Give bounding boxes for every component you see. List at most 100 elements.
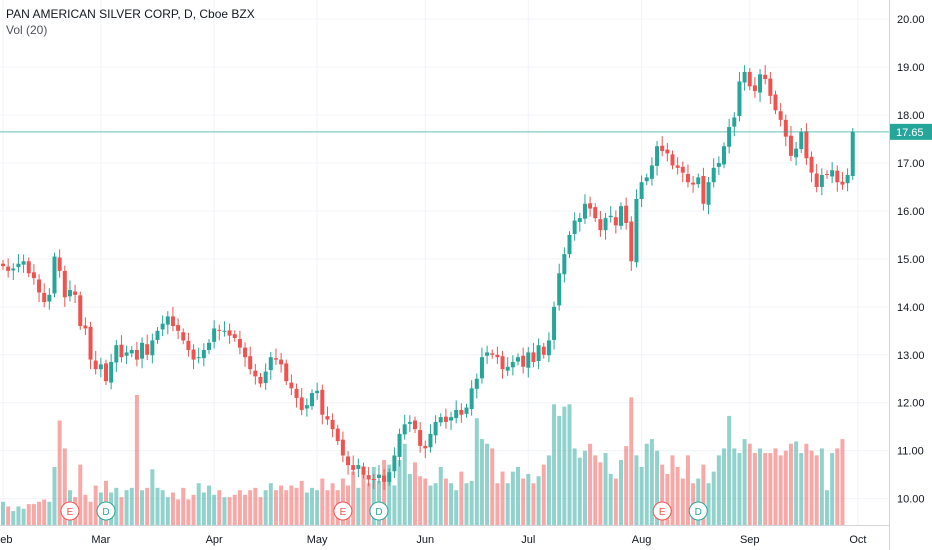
- volume-bar: [428, 485, 433, 525]
- volume-bar: [783, 450, 788, 525]
- candle-body: [706, 182, 711, 205]
- volume-bar: [227, 497, 232, 525]
- candle-body: [21, 261, 26, 265]
- candle-body: [52, 256, 57, 294]
- volume-bar: [685, 455, 690, 525]
- candle-body: [413, 420, 417, 430]
- y-tick-label: 15.00: [897, 254, 925, 266]
- candle-body: [62, 270, 67, 298]
- candle-body: [619, 206, 623, 226]
- candle-body: [160, 323, 165, 330]
- volume-bar: [57, 420, 62, 525]
- candle-body: [1, 263, 5, 267]
- event-marker-label: E: [67, 507, 74, 518]
- candle-body: [418, 430, 423, 446]
- candle-body: [37, 279, 42, 293]
- candle-body: [330, 420, 335, 430]
- candle-body: [629, 221, 634, 262]
- volume-bar: [330, 483, 335, 525]
- volume-bar: [773, 448, 778, 525]
- volume-bar: [722, 448, 726, 525]
- candle-body: [335, 428, 340, 442]
- volume-bar: [78, 464, 83, 525]
- candle-body: [557, 273, 562, 306]
- volume-bar: [763, 453, 768, 525]
- volume-bar: [237, 490, 242, 525]
- candle-body: [742, 71, 747, 83]
- volume-bar: [196, 483, 201, 525]
- volume-bar: [660, 464, 665, 525]
- volume-bar: [294, 487, 299, 525]
- volume-bar: [21, 508, 26, 525]
- candle-body: [613, 217, 618, 226]
- candle-body: [371, 478, 376, 480]
- volume-bar: [407, 473, 412, 525]
- x-tick-label: Oct: [849, 534, 866, 546]
- volume-bar: [562, 406, 567, 525]
- candle-body: [835, 170, 840, 183]
- candle-body: [644, 177, 649, 182]
- candle-body: [830, 170, 835, 177]
- candle-body: [732, 117, 737, 127]
- price-candles: [1, 65, 855, 490]
- volume-bar: [413, 462, 417, 525]
- candle-body: [67, 290, 72, 297]
- volume-indicator-label: Vol (20): [6, 23, 48, 37]
- volume-bar: [114, 487, 119, 525]
- volume-bar: [557, 415, 562, 525]
- candle-body: [727, 127, 732, 147]
- volume-bar: [624, 446, 629, 525]
- candle-body: [304, 405, 309, 409]
- volume-bar: [361, 471, 366, 525]
- candle-body: [273, 358, 278, 360]
- candle-body: [217, 329, 222, 331]
- y-tick-label: 17.00: [897, 158, 925, 170]
- volume-bar: [701, 464, 706, 525]
- candle-body: [655, 146, 660, 166]
- candle-body: [588, 203, 593, 209]
- volume-bar: [670, 455, 675, 525]
- volume-bar: [253, 487, 258, 525]
- candle-body: [459, 409, 464, 415]
- candle-body: [88, 326, 93, 360]
- candle-body: [526, 352, 531, 368]
- candle-body: [237, 338, 242, 348]
- candle-body: [680, 166, 685, 173]
- volume-bar: [639, 466, 644, 525]
- candle-body: [140, 342, 145, 359]
- candle-body: [541, 346, 546, 355]
- volume-bar: [232, 494, 237, 525]
- candle-body: [685, 174, 690, 183]
- volume-bar: [665, 473, 670, 525]
- volume-bar: [129, 487, 134, 525]
- candle-body: [670, 154, 675, 166]
- volume-bar: [443, 478, 448, 525]
- candle-body: [763, 74, 768, 80]
- candle-body: [294, 388, 299, 398]
- candle-body: [361, 466, 366, 475]
- volume-bars: [1, 395, 845, 525]
- volume-bar: [191, 494, 196, 525]
- volume-bar: [675, 466, 680, 525]
- y-tick-label: 13.00: [897, 350, 925, 362]
- candle-body: [454, 409, 459, 419]
- candle-body: [840, 181, 845, 185]
- candle-body: [325, 416, 330, 420]
- y-tick-label: 14.00: [897, 302, 925, 314]
- volume-bar: [469, 480, 474, 525]
- candle-body: [170, 316, 175, 327]
- volume-bar: [263, 490, 268, 525]
- volume-bar: [541, 464, 546, 525]
- volume-bar: [644, 443, 649, 525]
- candle-body: [6, 266, 11, 271]
- candle-body: [819, 175, 824, 187]
- volume-bar: [500, 471, 505, 525]
- volume-bar: [464, 483, 469, 525]
- volume-bar: [304, 492, 309, 525]
- volume-bar: [201, 492, 206, 525]
- candle-body: [31, 272, 36, 279]
- volume-bar: [768, 453, 773, 525]
- chart-grid: [0, 0, 889, 525]
- candle-body: [248, 356, 253, 370]
